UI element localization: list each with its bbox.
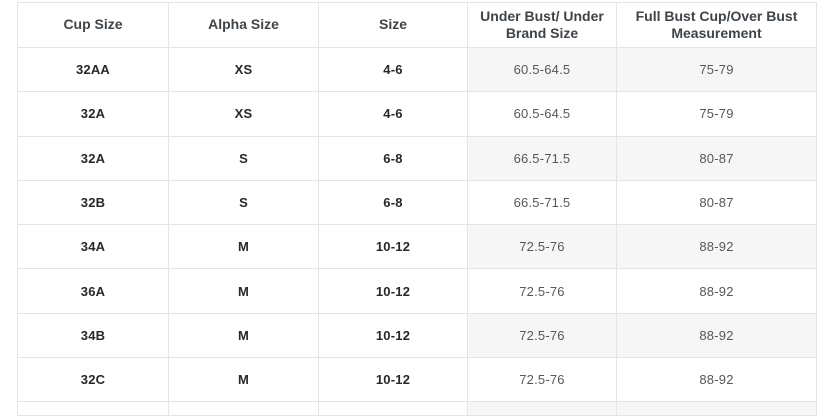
cell: 6-8 [318,135,468,181]
size-chart-table-container: Cup Size Alpha Size Size Under Bust/ Under … [17,2,817,416]
column-header: Alpha Size [168,2,319,48]
cell: 75-79 [616,46,817,93]
table-header: Cup Size Alpha Size Size Under Bust/ Under … [17,2,817,48]
cell: 32A [17,135,169,181]
table-row: 32A S 6-8 66.5-71.5 80-87 [17,135,817,181]
cell [318,401,468,416]
cell: 10-12 [318,357,468,403]
table-row-partial [17,401,817,416]
column-header: Full Bust Cup/Over Bust Measurement [616,2,817,48]
cell [168,401,319,416]
cell: 32B [17,179,169,226]
table-row: 32AA XS 4-6 60.5-64.5 75-79 [17,46,817,93]
cell: 72.5-76 [467,268,617,314]
cell: 10-12 [318,224,468,270]
table-row: 34B M 10-12 72.5-76 88-92 [17,312,817,359]
cell: 60.5-64.5 [467,46,617,93]
cell: 32C [17,357,169,403]
cell: 10-12 [318,268,468,314]
table-row: 32A XS 4-6 60.5-64.5 75-79 [17,91,817,137]
cell: 34A [17,224,169,270]
header-row: Cup Size Alpha Size Size Under Bust/ Under … [17,2,817,48]
cell: M [168,268,319,314]
cell: 72.5-76 [467,224,617,270]
table-row: 32C M 10-12 72.5-76 88-92 [17,357,817,403]
cell: 34B [17,312,169,359]
cell: S [168,135,319,181]
column-header: Cup Size [17,2,169,48]
column-header: Size [318,2,468,48]
cell: 36A [17,268,169,314]
cell: 4-6 [318,46,468,93]
cell: 66.5-71.5 [467,179,617,226]
cell: 88-92 [616,357,817,403]
cell: XS [168,46,319,93]
cell: 4-6 [318,91,468,137]
cell: 66.5-71.5 [467,135,617,181]
cell: S [168,179,319,226]
cell: 60.5-64.5 [467,91,617,137]
cell: M [168,357,319,403]
cell [616,401,817,416]
cell: 32A [17,91,169,137]
cell: 88-92 [616,312,817,359]
cell: 10-12 [318,312,468,359]
cell: XS [168,91,319,137]
cell: 80-87 [616,135,817,181]
cell: 88-92 [616,224,817,270]
cell [17,401,169,416]
cell: M [168,312,319,359]
cell: 72.5-76 [467,312,617,359]
cell: 88-92 [616,268,817,314]
table-row: 32B S 6-8 66.5-71.5 80-87 [17,179,817,226]
table-row: 36A M 10-12 72.5-76 88-92 [17,268,817,314]
cell: M [168,224,319,270]
cell: 6-8 [318,179,468,226]
cell: 32AA [17,46,169,93]
table-row: 34A M 10-12 72.5-76 88-92 [17,224,817,270]
cell: 75-79 [616,91,817,137]
size-chart-table: Cup Size Alpha Size Size Under Bust/ Under … [17,2,817,416]
table-body: 32AA XS 4-6 60.5-64.5 75-79 32A XS 4-6 60.5-64.5… [17,46,817,416]
cell: 72.5-76 [467,357,617,403]
cell: 80-87 [616,179,817,226]
column-header: Under Bust/ Under Brand Size [467,2,617,48]
cell [467,401,617,416]
